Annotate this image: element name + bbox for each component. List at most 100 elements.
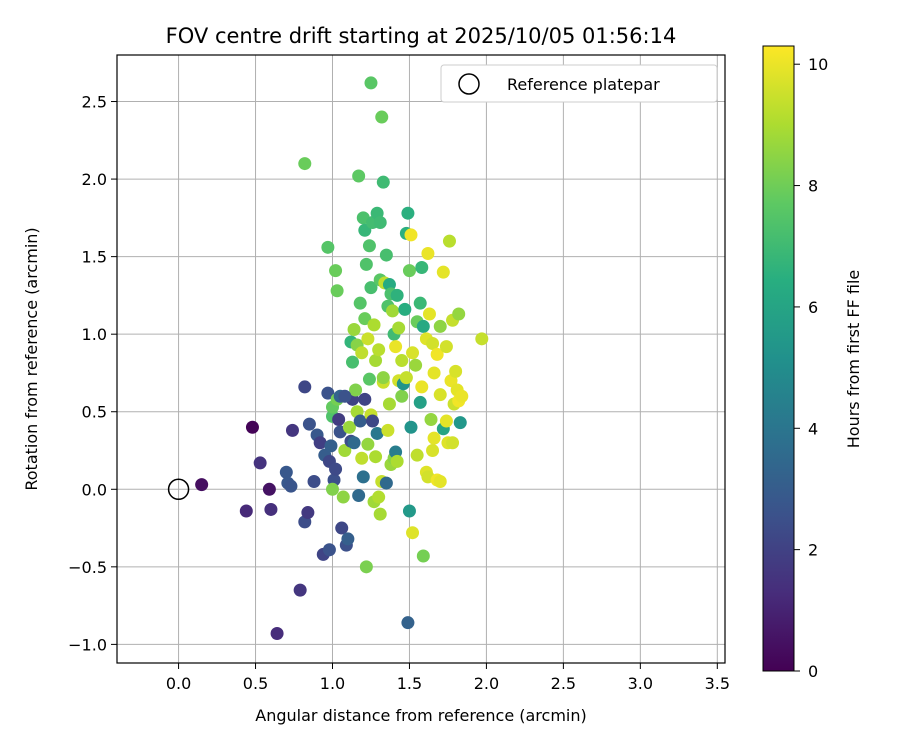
data-point bbox=[376, 371, 390, 385]
data-point bbox=[402, 264, 416, 278]
data-point bbox=[475, 332, 489, 346]
data-point bbox=[253, 456, 267, 470]
legend: Reference platepar bbox=[440, 64, 718, 103]
data-point bbox=[369, 354, 383, 368]
x-gridlines bbox=[178, 55, 718, 663]
data-point bbox=[362, 372, 376, 386]
data-point bbox=[424, 412, 438, 426]
data-point bbox=[358, 312, 372, 326]
x-tick-label: 1.5 bbox=[397, 674, 422, 693]
data-point bbox=[413, 296, 427, 310]
legend-label: Reference platepar bbox=[507, 75, 660, 94]
colorbar-tick-label: 2 bbox=[808, 541, 818, 560]
data-point bbox=[422, 307, 436, 321]
data-point bbox=[449, 364, 463, 378]
chart-title: FOV centre drift starting at 2025/10/05 … bbox=[166, 24, 677, 48]
data-point bbox=[341, 532, 355, 546]
data-point bbox=[364, 281, 378, 295]
data-point bbox=[427, 431, 441, 445]
data-point bbox=[386, 304, 400, 318]
data-point bbox=[401, 206, 415, 220]
data-point bbox=[436, 265, 450, 279]
data-point bbox=[338, 389, 352, 403]
data-point bbox=[298, 157, 312, 171]
data-point bbox=[439, 414, 453, 428]
data-point bbox=[433, 475, 447, 489]
x-tick-label: 2.0 bbox=[474, 674, 499, 693]
colorbar bbox=[762, 45, 795, 672]
plot-frame bbox=[116, 54, 726, 664]
legend-reference-icon bbox=[458, 73, 480, 95]
plot-area bbox=[117, 55, 725, 663]
data-point bbox=[379, 476, 393, 490]
data-point bbox=[358, 392, 372, 406]
data-point bbox=[359, 257, 373, 271]
data-point bbox=[359, 560, 373, 574]
legend-box bbox=[440, 64, 718, 103]
data-point bbox=[426, 444, 440, 458]
y-tick-label: 2.5 bbox=[82, 93, 107, 112]
x-tick-label: 3.5 bbox=[705, 674, 730, 693]
data-point bbox=[264, 502, 278, 516]
x-tick-label: 2.5 bbox=[551, 674, 576, 693]
data-point bbox=[284, 479, 298, 493]
data-point bbox=[369, 450, 383, 464]
data-point bbox=[410, 448, 424, 462]
data-point bbox=[322, 543, 336, 557]
y-tick-label: −0.5 bbox=[68, 558, 107, 577]
data-point bbox=[279, 465, 293, 479]
data-point bbox=[398, 302, 412, 316]
data-point bbox=[433, 388, 447, 402]
data-point bbox=[346, 355, 360, 369]
y-tick-label: −1.0 bbox=[68, 635, 107, 654]
data-point bbox=[390, 454, 404, 468]
data-point bbox=[342, 420, 356, 434]
data-point bbox=[379, 248, 393, 262]
data-point bbox=[347, 323, 361, 337]
data-point bbox=[262, 482, 276, 496]
colorbar-tick-label: 6 bbox=[808, 298, 818, 317]
y-tick-label: 0.5 bbox=[82, 403, 107, 422]
data-point bbox=[321, 386, 335, 400]
data-point bbox=[349, 383, 363, 397]
x-tick-label: 3.0 bbox=[628, 674, 653, 693]
data-point bbox=[376, 175, 390, 189]
data-point bbox=[395, 354, 409, 368]
data-point bbox=[399, 371, 413, 385]
data-point bbox=[421, 247, 435, 261]
x-tick-label: 1.0 bbox=[320, 674, 345, 693]
x-axis-label: Angular distance from reference (arcmin) bbox=[255, 706, 586, 725]
colorbar-tick-label: 8 bbox=[808, 177, 818, 196]
data-point bbox=[430, 347, 444, 361]
data-point bbox=[338, 444, 352, 458]
data-point bbox=[352, 488, 366, 502]
data-point bbox=[390, 288, 404, 302]
data-point bbox=[406, 346, 420, 360]
x-tick-label: 0.5 bbox=[243, 674, 268, 693]
colorbar-label: Hours from first FF file bbox=[844, 270, 863, 449]
data-point bbox=[239, 504, 253, 518]
data-point bbox=[416, 549, 430, 563]
reference-marker bbox=[167, 478, 190, 501]
data-point bbox=[324, 439, 338, 453]
data-point bbox=[404, 228, 418, 242]
y-axis-label: Rotation from reference (arcmin) bbox=[22, 227, 41, 490]
data-point bbox=[352, 169, 366, 183]
x-tick-label: 0.0 bbox=[166, 674, 191, 693]
data-point bbox=[313, 436, 327, 450]
data-point bbox=[442, 234, 456, 248]
data-point bbox=[336, 490, 350, 504]
data-point bbox=[362, 239, 376, 253]
data-point bbox=[415, 380, 429, 394]
y-tick-label: 0.0 bbox=[82, 480, 107, 499]
data-point bbox=[453, 416, 467, 430]
data-point bbox=[372, 343, 386, 357]
data-point bbox=[325, 482, 339, 496]
y-tick-label: 1.5 bbox=[82, 248, 107, 267]
data-point bbox=[302, 417, 316, 431]
data-point bbox=[364, 76, 378, 90]
data-point bbox=[330, 284, 344, 298]
data-point bbox=[404, 420, 418, 434]
data-point bbox=[361, 332, 375, 346]
